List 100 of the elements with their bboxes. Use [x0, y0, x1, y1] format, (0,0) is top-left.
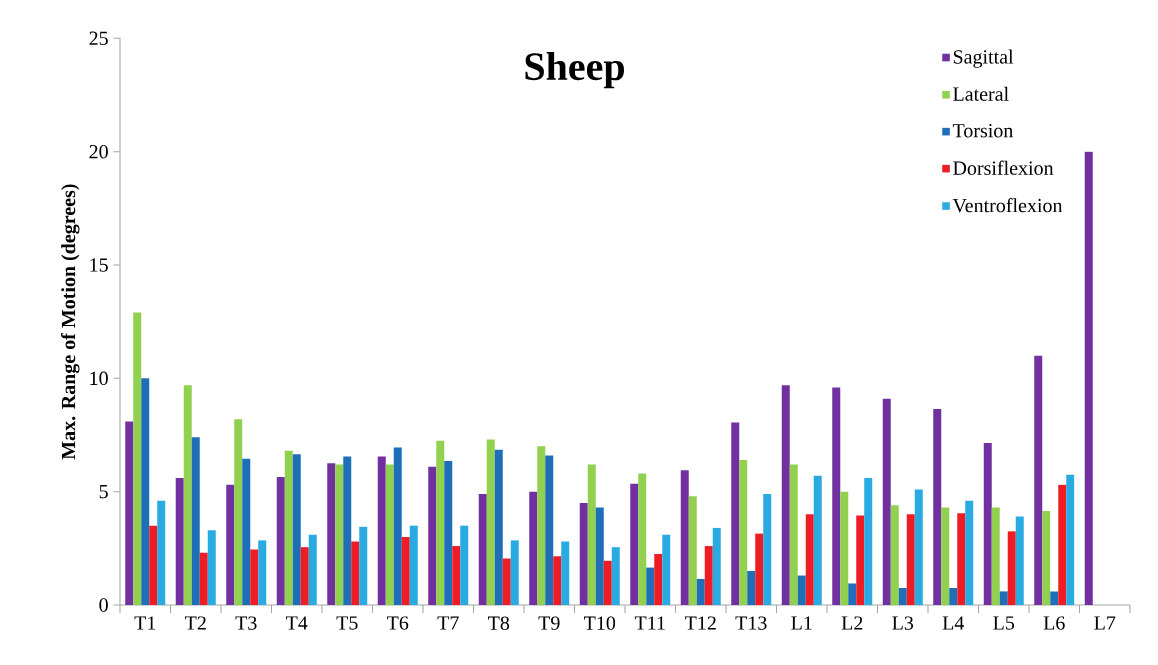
bar — [630, 483, 639, 605]
y-tick-label: 20 — [89, 144, 108, 159]
bar — [747, 571, 756, 605]
bar — [983, 442, 992, 605]
bar — [611, 547, 620, 605]
bar — [882, 398, 891, 605]
bar — [327, 463, 336, 605]
bar — [1015, 516, 1024, 605]
bar — [654, 554, 663, 605]
x-tick-label: T9 — [538, 616, 560, 630]
bar — [409, 525, 418, 605]
bar — [949, 588, 958, 605]
bar — [662, 534, 671, 605]
bar — [452, 546, 461, 605]
bar — [898, 588, 907, 605]
y-tick-label: 5 — [99, 485, 108, 499]
bar — [494, 449, 503, 605]
bar — [292, 454, 301, 605]
x-tick-label: T2 — [185, 616, 206, 630]
x-tick-label: T11 — [634, 616, 665, 630]
bar — [234, 419, 243, 605]
bar — [276, 476, 285, 605]
bar — [1007, 531, 1016, 605]
bar — [704, 546, 713, 605]
bar — [999, 591, 1008, 605]
x-tick-label: T12 — [685, 616, 716, 630]
x-tick-label: L3 — [892, 616, 914, 630]
bar — [680, 470, 689, 605]
bar — [561, 541, 570, 605]
bar — [478, 493, 487, 605]
bar — [840, 491, 849, 605]
bar — [393, 447, 402, 605]
bar — [832, 387, 841, 605]
legend-label: Ventroflexion — [952, 198, 1063, 213]
bar — [646, 567, 655, 605]
bar — [1050, 591, 1059, 605]
bar — [428, 466, 437, 605]
bar — [343, 456, 352, 605]
x-tick-label: T13 — [735, 616, 767, 630]
bar — [1084, 151, 1093, 605]
bar — [906, 514, 915, 605]
bar — [385, 464, 394, 605]
bar — [638, 473, 647, 605]
bar — [856, 515, 865, 605]
y-axis-title: Max. Range of Motion (degrees) — [60, 184, 80, 460]
bar — [603, 560, 612, 605]
bar — [242, 458, 251, 605]
bar — [965, 500, 974, 605]
bar — [595, 507, 604, 605]
bar — [864, 478, 873, 605]
bar — [444, 461, 453, 605]
bar — [460, 525, 469, 605]
bar — [957, 513, 966, 605]
bar — [781, 385, 790, 605]
x-tick-label: T8 — [488, 616, 510, 630]
bar — [587, 464, 596, 605]
bar — [258, 540, 267, 605]
bar — [191, 437, 200, 605]
bar — [250, 549, 259, 605]
x-tick-label: T4 — [286, 616, 308, 630]
bar — [537, 446, 546, 605]
bar — [308, 534, 317, 605]
bar — [579, 503, 588, 605]
bar — [1042, 510, 1051, 605]
bar — [284, 450, 293, 605]
legend-label: Lateral — [953, 86, 1009, 101]
bar — [696, 578, 705, 605]
bar — [377, 456, 386, 605]
bar — [300, 547, 309, 605]
x-tick-label: T10 — [584, 616, 616, 630]
bar — [553, 556, 562, 605]
bar — [359, 526, 368, 605]
bar — [789, 464, 798, 605]
x-tick-label: T7 — [437, 616, 459, 630]
x-tick-label: L6 — [1043, 616, 1065, 630]
x-tick-label: T1 — [134, 616, 156, 630]
chart-title: Sheep — [525, 52, 624, 89]
legend-label: Torsion — [952, 124, 1014, 138]
bar — [436, 440, 445, 605]
x-tick-label: L7 — [1094, 616, 1116, 630]
bar — [755, 533, 764, 605]
bar — [529, 491, 538, 605]
x-tick-label: L2 — [841, 616, 863, 630]
bar — [401, 537, 410, 605]
bar — [1034, 355, 1043, 605]
x-tick-label: L1 — [791, 616, 812, 630]
bar — [941, 507, 950, 605]
bar — [545, 455, 554, 605]
bar — [797, 575, 806, 605]
bar — [991, 507, 1000, 605]
bar — [125, 421, 134, 605]
bar — [175, 478, 184, 605]
y-tick-label: 15 — [90, 258, 108, 272]
y-tick-label: 10 — [90, 371, 108, 386]
bar — [149, 525, 158, 605]
bar — [335, 464, 344, 605]
bar — [141, 378, 150, 605]
bar — [739, 459, 748, 605]
bar — [933, 408, 942, 605]
x-tick-label: L5 — [993, 616, 1015, 630]
